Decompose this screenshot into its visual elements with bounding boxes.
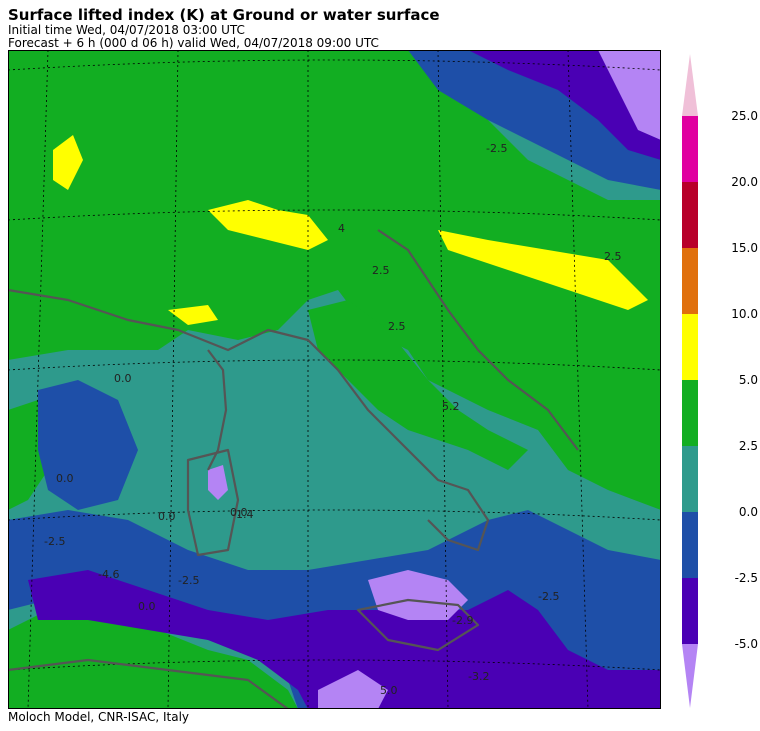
field-yellow-west [53, 135, 83, 190]
legend-swatch [682, 446, 698, 512]
legend-tick-label: 0.0 [739, 505, 758, 519]
color-legend: 25.0 20.0 15.0 10.0 5.0 2.5 0.0 -2.5 -5.0 [682, 54, 758, 708]
contour-label: 0.0 [158, 510, 176, 523]
contour-label: 4 [338, 222, 345, 235]
legend-top-triangle [682, 54, 698, 116]
contour-label: 2.5 [604, 250, 622, 263]
coastlines [8, 229, 579, 709]
field-green-southwest [8, 610, 298, 709]
map-title: Surface lifted index (K) at Ground or wa… [8, 6, 440, 24]
legend-tick-label: 25.0 [731, 109, 758, 123]
initial-time-label: Initial time Wed, 04/07/2018 03:00 UTC [8, 23, 245, 37]
legend-swatch [682, 380, 698, 446]
contour-label: 0.0 [56, 472, 74, 485]
legend-swatch [682, 578, 698, 644]
field-purple-south [28, 570, 661, 709]
legend-bottom-triangle [682, 644, 698, 708]
legend-swatch [682, 512, 698, 578]
contour-label: -3.2 [468, 670, 489, 683]
lifted-index-map: 0.0 0.0 0.0 0.0 -2.5 -4.6 -2.5 0.0 2.5 -… [8, 50, 661, 709]
legend-swatch [682, 248, 698, 314]
contour-label: -2.5 [178, 574, 199, 587]
legend-tick-label: 20.0 [731, 175, 758, 189]
legend-tick-label: 2.5 [739, 439, 758, 453]
legend-tick-label: -5.0 [735, 637, 758, 651]
field-green-italy [308, 300, 528, 470]
legend-tick-label: -2.5 [735, 571, 758, 585]
model-credit: Moloch Model, CNR-ISAC, Italy [8, 710, 190, 724]
contour-label: 2.5 [388, 320, 406, 333]
contour-label: 5.0 [380, 684, 398, 697]
field-yellow-balkans [438, 230, 648, 310]
legend-swatch [682, 314, 698, 380]
contour-label: -2.5 [538, 590, 559, 603]
legend-tick-label: 5.0 [739, 373, 758, 387]
contour-label: 2.5 [372, 264, 390, 277]
legend-swatch [682, 182, 698, 248]
contour-label: 0.0 [230, 506, 248, 519]
contour-label: -1.4 [232, 508, 253, 521]
contour-label: 5.2 [442, 400, 460, 413]
contour-label: -2.9 [452, 614, 473, 627]
field-yellow-alps [208, 200, 328, 250]
contour-label: -2.5 [486, 142, 507, 155]
field-green-north [8, 50, 661, 510]
field-yellow-po [168, 305, 218, 325]
contour-label: 0.0 [114, 372, 132, 385]
field-lavender-northeast [598, 50, 661, 140]
field-lavender-southwest [318, 670, 388, 709]
contour-label: -4.6 [98, 568, 119, 581]
contour-label: 0.0 [138, 600, 156, 613]
forecast-valid-label: Forecast + 6 h (000 d 06 h) valid Wed, 0… [8, 36, 379, 50]
legend-swatch [682, 116, 698, 182]
legend-tick-label: 15.0 [731, 241, 758, 255]
field-lavender-sardinia [208, 465, 228, 500]
field-lavender-sicily [368, 570, 468, 620]
contour-label: -2.5 [44, 535, 65, 548]
graticule [8, 50, 661, 709]
legend-tick-label: 10.0 [731, 307, 758, 321]
field-blue-west [38, 380, 138, 510]
map-frame [8, 50, 661, 709]
